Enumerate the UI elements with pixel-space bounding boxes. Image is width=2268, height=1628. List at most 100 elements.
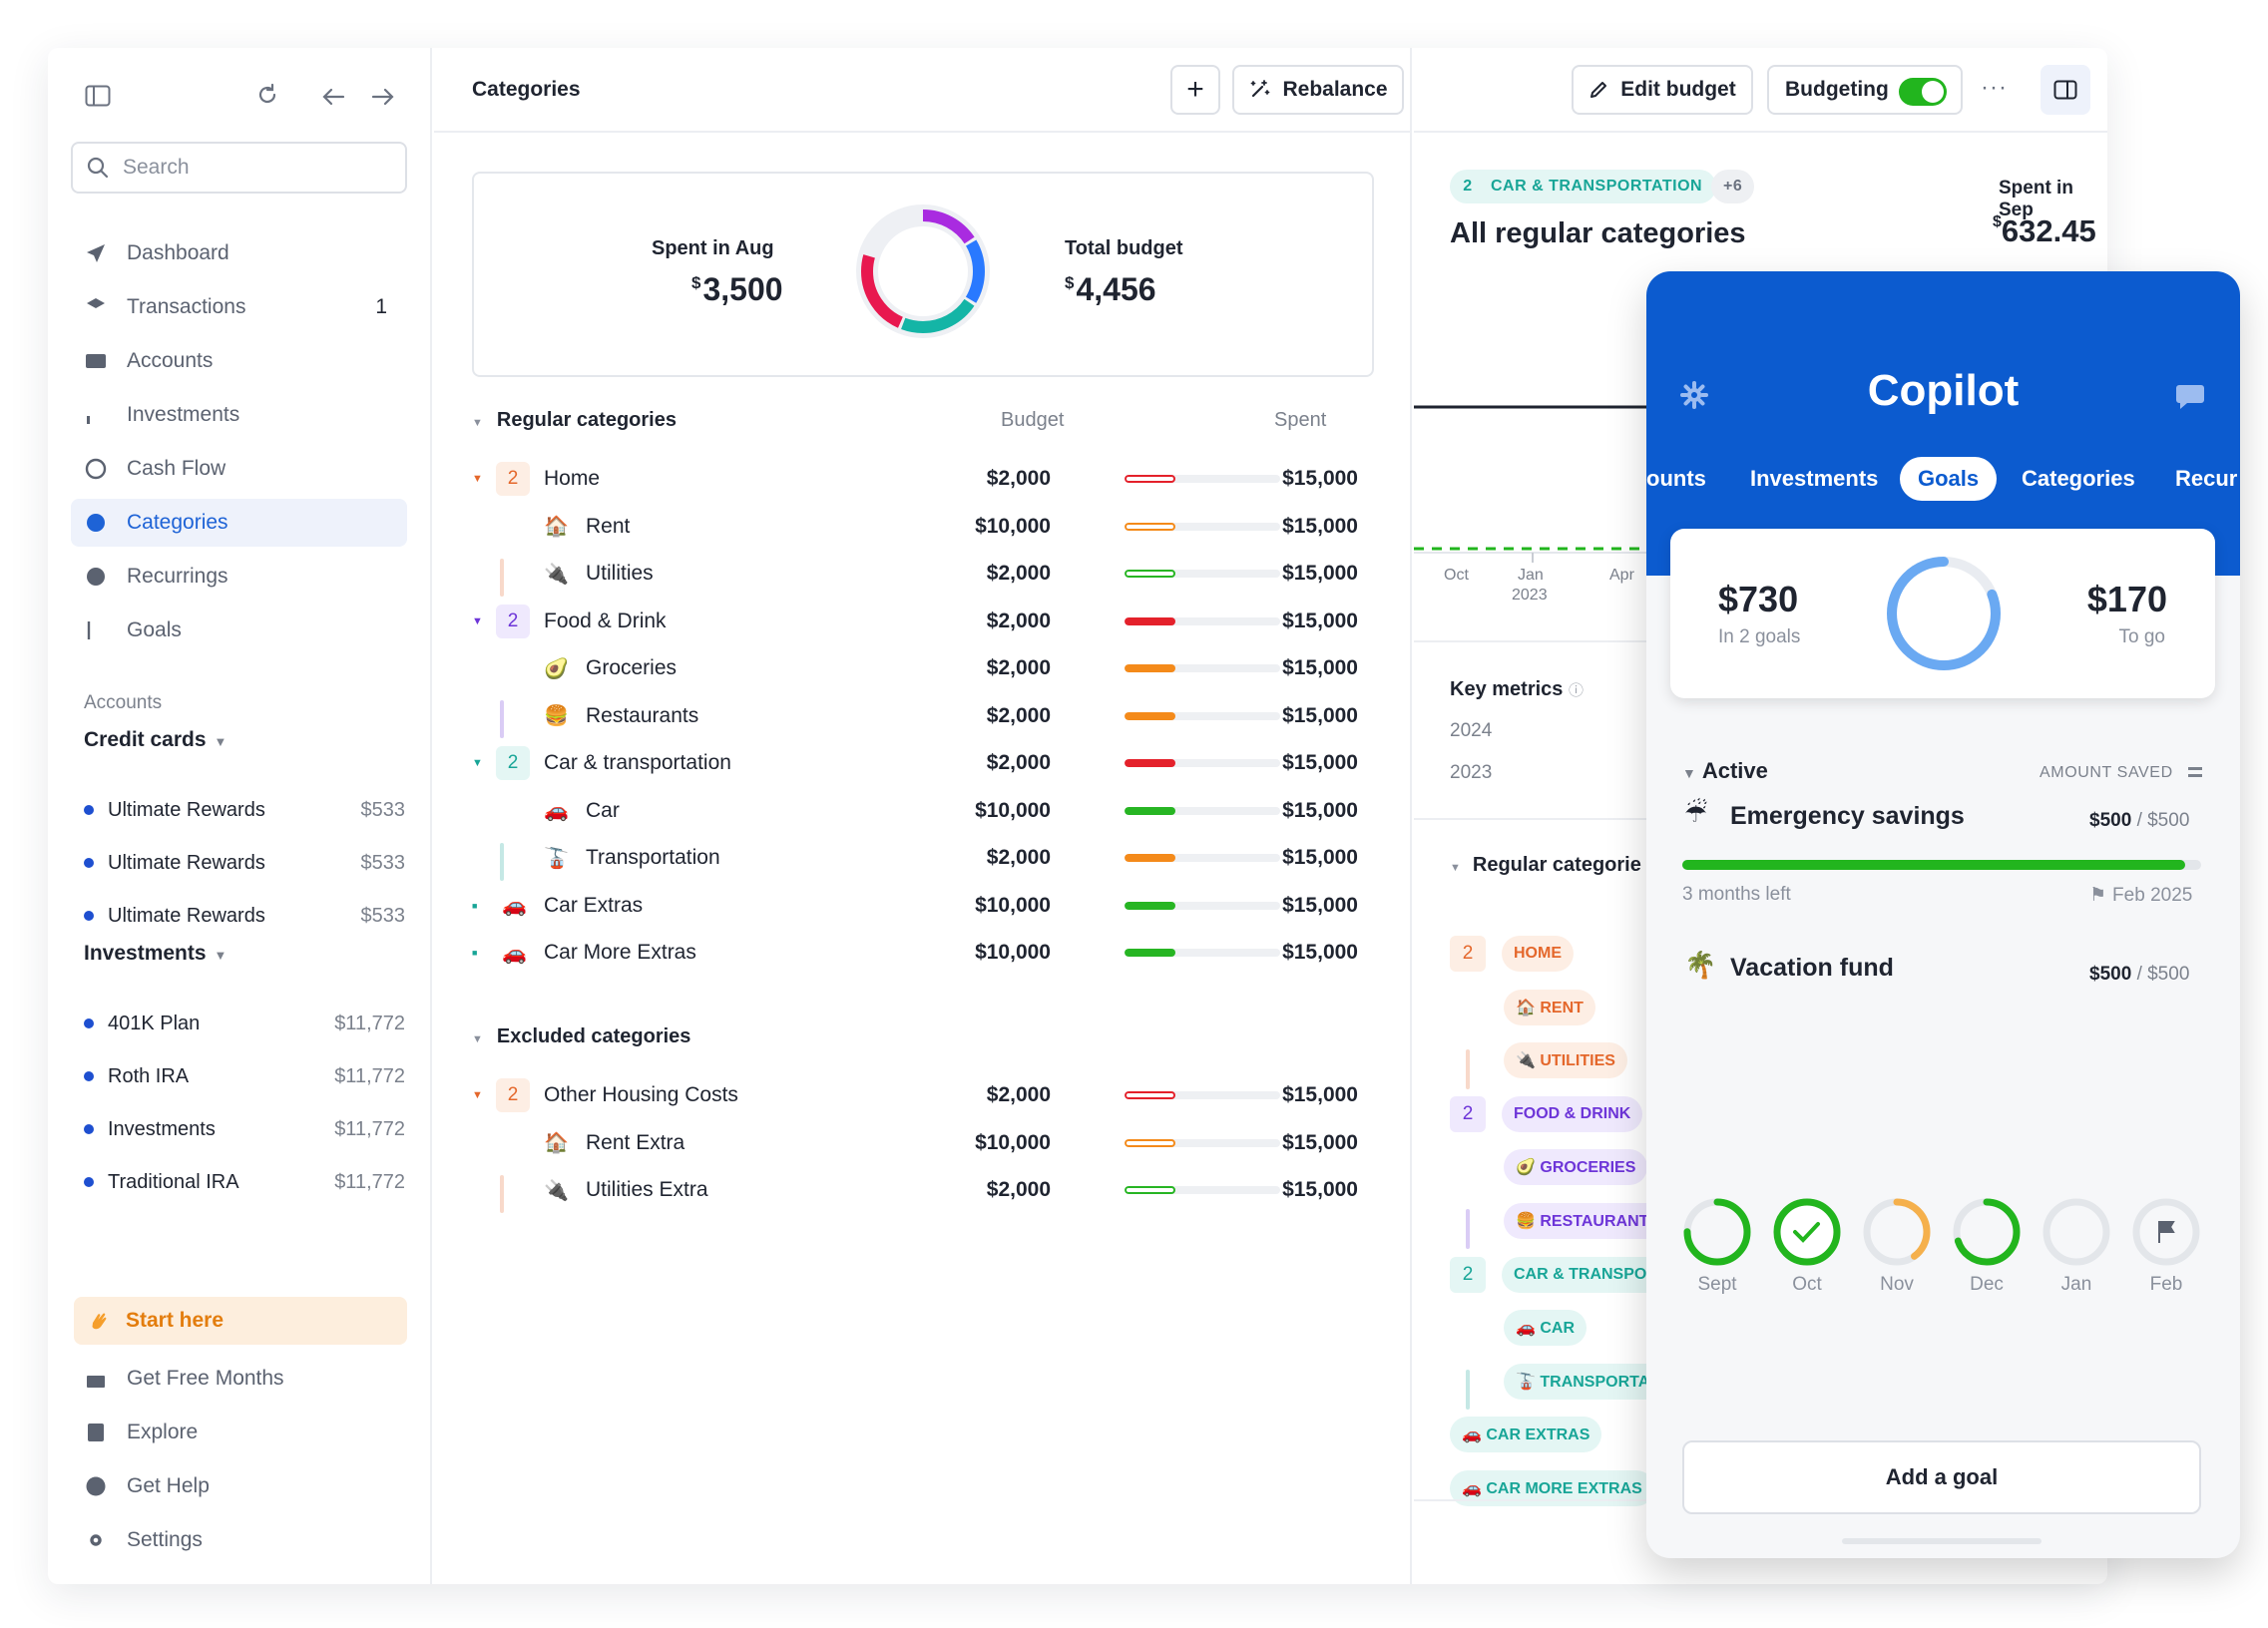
- category-row[interactable]: ▼ 2 Car & transportation $2,000 $15,000: [472, 739, 1380, 787]
- subcategory-tag[interactable]: 🍔 RESTAURANTS: [1504, 1203, 1672, 1239]
- tab-investments[interactable]: Investments: [1750, 466, 1879, 491]
- subcategory-tag[interactable]: 🔌 UTILITIES: [1504, 1042, 1627, 1079]
- category-row[interactable]: ▼ 2 Other Housing Costs $2,000 $15,000: [472, 1071, 1380, 1119]
- category-row[interactable]: 🍔 Restaurants $2,000 $15,000: [472, 692, 1380, 740]
- tab-accounts[interactable]: ounts: [1646, 466, 1706, 491]
- month-progress-ring[interactable]: [1862, 1197, 1932, 1267]
- subcategory-tag[interactable]: 🚡 TRANSPORTAT: [1504, 1363, 1670, 1400]
- back-arrow-icon[interactable]: [313, 78, 353, 118]
- tab-goals[interactable]: Goals: [1900, 457, 1998, 501]
- chat-icon[interactable]: [2175, 383, 2205, 411]
- month-progress-ring[interactable]: [1952, 1197, 2022, 1267]
- sidebar-item-investments[interactable]: Investments: [71, 391, 407, 439]
- search-input[interactable]: Search: [71, 142, 407, 194]
- account-item[interactable]: Roth IRA $11,772: [84, 1056, 405, 1096]
- category-row[interactable]: 🏠 Rent Extra $10,000 $15,000: [472, 1119, 1380, 1167]
- category-emoji-icon: 🏠: [544, 516, 569, 538]
- budget-amount[interactable]: $2,000: [986, 656, 1051, 679]
- account-item[interactable]: 401K Plan $11,772: [84, 1004, 405, 1043]
- account-item[interactable]: Ultimate Rewards $533: [84, 896, 405, 936]
- budget-amount[interactable]: $2,000: [986, 751, 1051, 774]
- budget-amount[interactable]: $10,000: [975, 514, 1051, 538]
- caret-down-icon[interactable]: ▼: [472, 757, 483, 769]
- sidebar-item-get-free-months[interactable]: Get Free Months: [71, 1355, 407, 1403]
- budget-amount[interactable]: $10,000: [975, 893, 1051, 917]
- tab-categories[interactable]: Categories: [2022, 466, 2135, 491]
- excluded-categories-toggle[interactable]: ▼ Excluded categories: [472, 1025, 690, 1048]
- credit-cards-group-toggle[interactable]: Credit cards ▼: [84, 728, 227, 752]
- budget-amount[interactable]: $2,000: [986, 467, 1051, 490]
- gear-icon[interactable]: [1680, 381, 1708, 409]
- month-progress-ring[interactable]: [2041, 1197, 2111, 1267]
- account-item[interactable]: Traditional IRA $11,772: [84, 1162, 405, 1202]
- sidebar-item-recurrings[interactable]: Recurrings: [71, 553, 407, 601]
- refresh-icon[interactable]: [247, 78, 287, 118]
- edit-budget-button[interactable]: Edit budget: [1572, 65, 1753, 115]
- sidebar-item-categories[interactable]: Categories: [71, 499, 407, 547]
- month-progress-ring[interactable]: [2131, 1197, 2201, 1267]
- start-here-button[interactable]: Start here: [74, 1297, 407, 1345]
- caret-down-icon[interactable]: ▼: [472, 473, 483, 485]
- category-tag[interactable]: HOME: [1502, 936, 1574, 972]
- category-row[interactable]: ■ 🚗 Car More Extras $10,000 $15,000: [472, 929, 1380, 977]
- investments-group-toggle[interactable]: Investments ▼: [84, 942, 227, 966]
- category-tag[interactable]: FOOD & DRINK: [1502, 1095, 1643, 1132]
- category-tag[interactable]: 🚗 CAR EXTRAS: [1450, 1417, 1602, 1453]
- amount-saved-sort[interactable]: AMOUNT SAVED: [2040, 764, 2202, 782]
- sidebar-item-transactions[interactable]: Transactions 1: [71, 283, 407, 331]
- account-item[interactable]: Ultimate Rewards $533: [84, 790, 405, 830]
- category-filter-pill[interactable]: 2 CAR & TRANSPORTATION: [1450, 170, 1717, 204]
- active-goals-toggle[interactable]: ▼ Active: [1682, 758, 1768, 784]
- subcategory-tag[interactable]: 🚗 CAR: [1504, 1310, 1588, 1347]
- add-category-button[interactable]: +: [1170, 65, 1220, 115]
- more-options-icon[interactable]: ···: [1981, 74, 2008, 101]
- category-row[interactable]: 🥑 Groceries $2,000 $15,000: [472, 644, 1380, 692]
- category-row[interactable]: ■ 🚗 Car Extras $10,000 $15,000: [472, 882, 1380, 930]
- sidebar-item-dashboard[interactable]: Dashboard: [71, 229, 407, 277]
- rebalance-button[interactable]: Rebalance: [1232, 65, 1404, 115]
- panel-layout-button[interactable]: [2041, 65, 2090, 115]
- more-filters-pill[interactable]: +6: [1711, 170, 1755, 204]
- total-budget-label: Total budget: [1065, 237, 1183, 259]
- account-item[interactable]: Ultimate Rewards $533: [84, 843, 405, 883]
- regular-categories-toggle[interactable]: ▼ Regular categories: [472, 409, 677, 432]
- sidebar-item-cash-flow[interactable]: $ Cash Flow: [71, 445, 407, 493]
- subcategory-tag[interactable]: 🥑 GROCERIES: [1504, 1149, 1648, 1186]
- category-row[interactable]: 🔌 Utilities $2,000 $15,000: [472, 550, 1380, 598]
- category-row[interactable]: ▼ 2 Home $2,000 $15,000: [472, 455, 1380, 503]
- account-item[interactable]: Investments $11,772: [84, 1109, 405, 1149]
- caret-down-icon[interactable]: ▼: [472, 1089, 483, 1101]
- category-row[interactable]: 🚡 Transportation $2,000 $15,000: [472, 834, 1380, 882]
- category-row[interactable]: 🔌 Utilities Extra $2,000 $15,000: [472, 1166, 1380, 1214]
- detail-regular-toggle[interactable]: ▼ Regular categorie: [1450, 854, 1641, 877]
- caret-down-icon[interactable]: ▼: [472, 614, 483, 627]
- sidebar-item-get-help[interactable]: ? Get Help: [71, 1462, 407, 1510]
- category-tag[interactable]: CAR & TRANSPOR: [1502, 1256, 1670, 1293]
- budget-amount[interactable]: $2,000: [986, 703, 1051, 727]
- budget-amount[interactable]: $2,000: [986, 1178, 1051, 1201]
- flag-icon: [2158, 1221, 2175, 1243]
- month-progress-ring[interactable]: [1682, 1197, 1752, 1267]
- subcategory-tag[interactable]: 🏠 RENT: [1504, 989, 1595, 1025]
- category-row[interactable]: 🚗 Car $10,000 $15,000: [472, 787, 1380, 835]
- category-row[interactable]: ▼ 2 Food & Drink $2,000 $15,000: [472, 598, 1380, 645]
- category-row[interactable]: 🏠 Rent $10,000 $15,000: [472, 503, 1380, 551]
- forward-arrow-icon[interactable]: [363, 78, 403, 118]
- budget-amount[interactable]: $10,000: [975, 941, 1051, 964]
- chevron-down-icon: ▼: [214, 948, 227, 963]
- budget-amount[interactable]: $2,000: [986, 1083, 1051, 1106]
- sidebar-item-accounts[interactable]: Accounts: [71, 337, 407, 385]
- sidebar-toggle-icon[interactable]: [78, 78, 118, 118]
- sidebar-item-settings[interactable]: Settings: [71, 1516, 407, 1564]
- budget-amount[interactable]: $2,000: [986, 609, 1051, 632]
- budget-amount[interactable]: $10,000: [975, 1130, 1051, 1154]
- budget-amount[interactable]: $2,000: [986, 562, 1051, 585]
- budget-amount[interactable]: $10,000: [975, 798, 1051, 822]
- sidebar-item-goals[interactable]: Goals: [71, 607, 407, 654]
- budgeting-toggle[interactable]: Budgeting: [1767, 65, 1963, 115]
- month-progress-ring[interactable]: [1772, 1197, 1842, 1267]
- sidebar-item-explore[interactable]: Explore: [71, 1409, 407, 1456]
- add-goal-button[interactable]: Add a goal: [1682, 1440, 2201, 1514]
- budget-amount[interactable]: $2,000: [986, 846, 1051, 869]
- tab-recurrings[interactable]: Recur: [2175, 466, 2238, 491]
